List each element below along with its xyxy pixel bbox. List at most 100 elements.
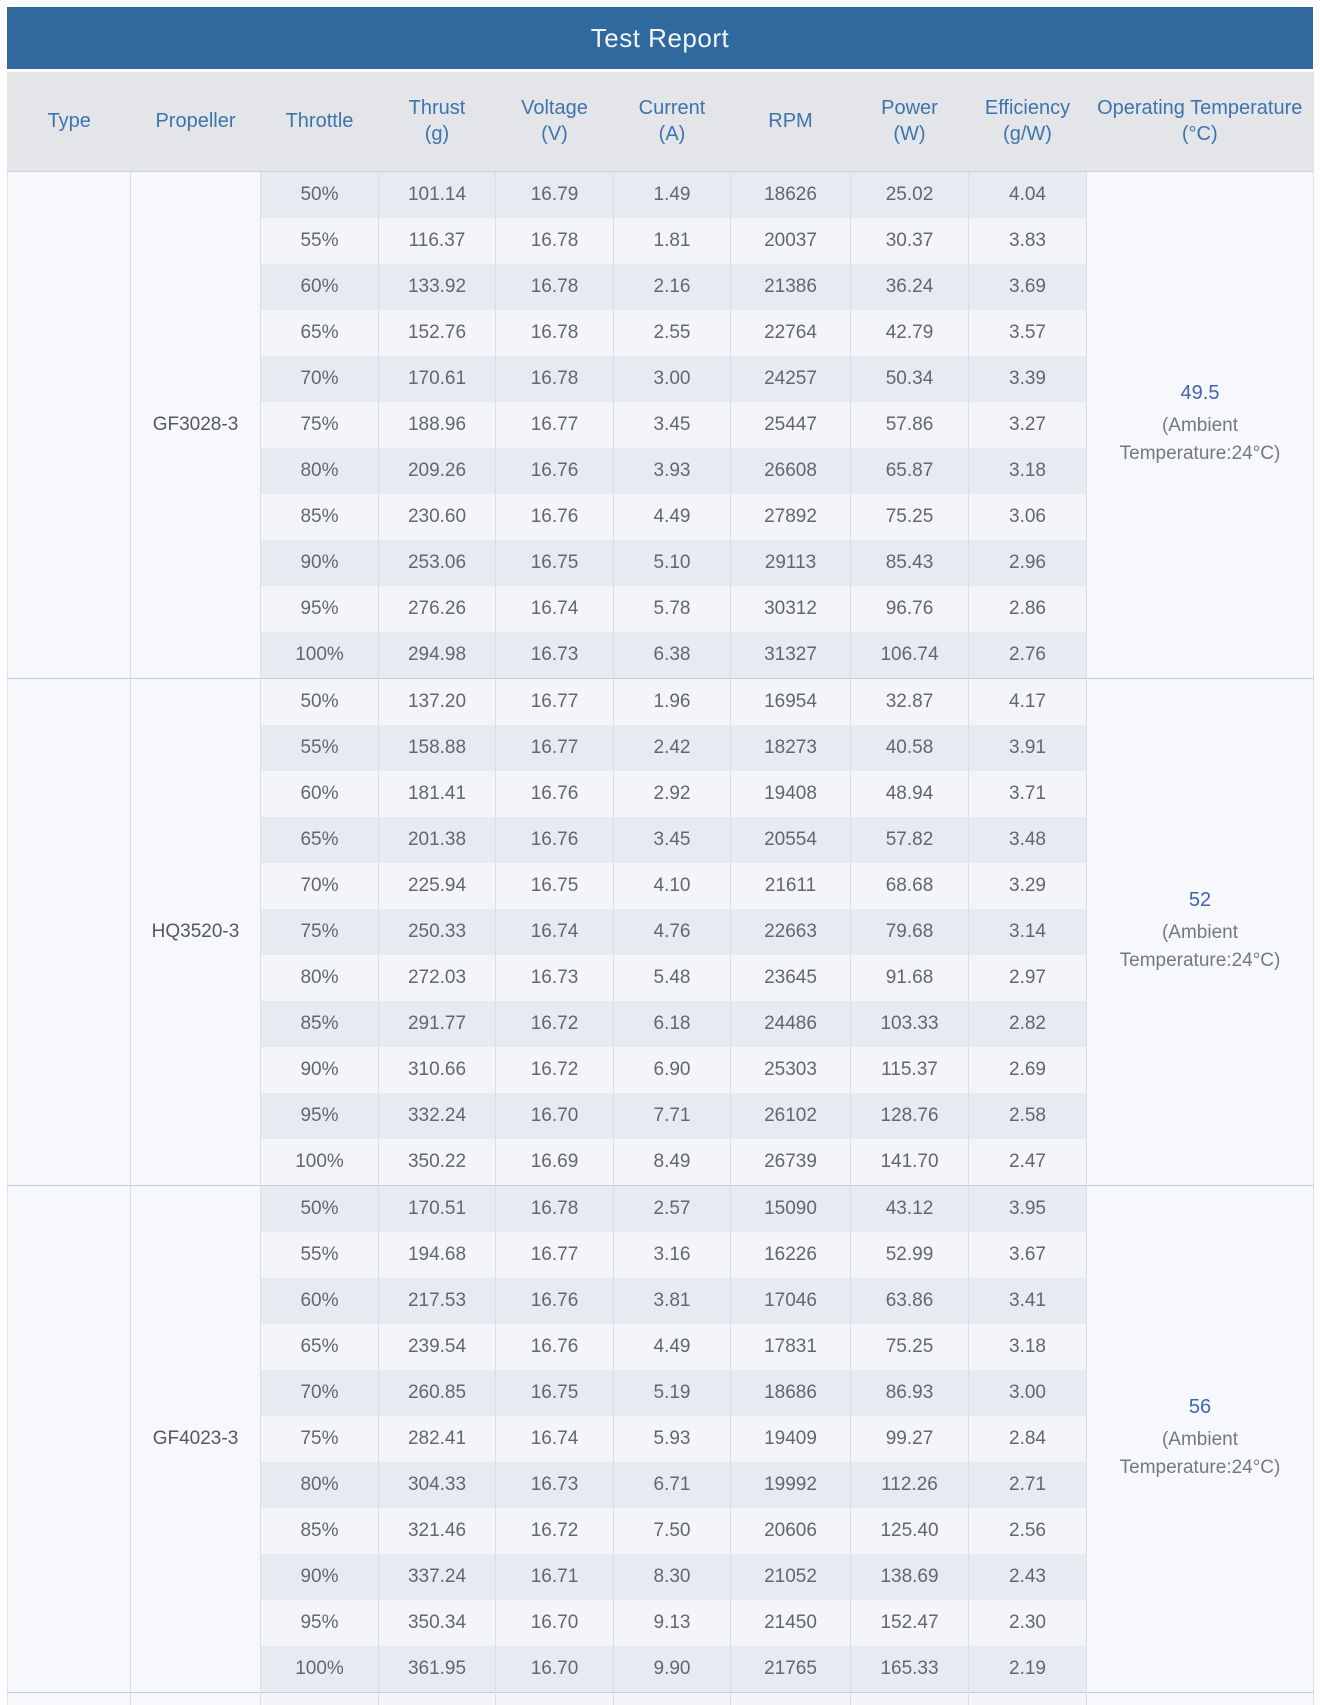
column-header-rpm: RPM bbox=[730, 72, 851, 172]
table-row: 75% 250.33 16.74 4.76 22663 79.68 3.14 bbox=[8, 909, 1314, 955]
rpm-cell: 26608 bbox=[730, 448, 851, 494]
power-cell: 50.34 bbox=[850, 356, 969, 402]
power-cell: 165.33 bbox=[850, 1646, 969, 1693]
power-cell: 141.70 bbox=[850, 1139, 969, 1186]
current-cell: 1.96 bbox=[613, 678, 731, 725]
throttle-cell: 75% bbox=[260, 402, 379, 448]
column-header-label: Type bbox=[47, 109, 91, 132]
thrust-cell: 337.24 bbox=[378, 1554, 496, 1600]
current-cell: 3.93 bbox=[613, 448, 731, 494]
column-header-unit: (g/W) bbox=[1003, 122, 1052, 145]
table-row: 80% 304.33 16.73 6.71 19992 112.26 2.71 bbox=[8, 1462, 1314, 1508]
voltage-cell: 16.76 bbox=[495, 771, 614, 817]
rpm-cell: 18686 bbox=[730, 1370, 851, 1416]
operating-temperature-cell: 56 (Ambient Temperature:24°C) bbox=[1086, 1185, 1314, 1693]
thrust-cell: 250.33 bbox=[378, 909, 496, 955]
power-cell: 68.68 bbox=[850, 863, 969, 909]
rpm-cell: 19992 bbox=[730, 1462, 851, 1508]
efficiency-cell: 3.29 bbox=[968, 863, 1087, 909]
rpm-cell: 25447 bbox=[730, 402, 851, 448]
voltage-cell: 16.70 bbox=[495, 1600, 614, 1646]
column-header-unit: (°C) bbox=[1181, 122, 1218, 145]
thrust-cell: 181.41 bbox=[378, 771, 496, 817]
throttle-cell: 55% bbox=[260, 218, 379, 264]
current-cell: 5.10 bbox=[613, 540, 731, 586]
power-cell: 40.58 bbox=[850, 725, 969, 771]
voltage-cell: 16.77 bbox=[495, 725, 614, 771]
table-row: 65% 239.54 16.76 4.49 17831 75.25 3.18 bbox=[8, 1324, 1314, 1370]
efficiency-cell: 3.18 bbox=[968, 448, 1087, 494]
column-header-propeller: Propeller bbox=[130, 72, 261, 172]
rpm-cell: 29113 bbox=[730, 540, 851, 586]
power-cell: 57.86 bbox=[850, 402, 969, 448]
efficiency-cell: 2.19 bbox=[968, 1646, 1087, 1693]
current-cell: 3.45 bbox=[613, 402, 731, 448]
throttle-cell: 80% bbox=[260, 1462, 379, 1508]
throttle-cell: 100% bbox=[260, 1646, 379, 1693]
table-row: HQ3520-3 50% 137.20 16.77 1.96 16954 32.87 4.17… bbox=[7, 678, 1314, 1186]
current-cell: 4.49 bbox=[613, 494, 731, 540]
current-cell: 2.55 bbox=[613, 310, 731, 356]
voltage-cell: 16.73 bbox=[495, 1462, 614, 1508]
efficiency-cell: 3.69 bbox=[968, 264, 1087, 310]
operating-temperature-value: 52 bbox=[1188, 888, 1212, 911]
efficiency-cell: 3.91 bbox=[968, 725, 1087, 771]
table-row: 90% 337.24 16.71 8.30 21052 138.69 2.43 bbox=[8, 1554, 1314, 1600]
current-cell: 2.42 bbox=[613, 725, 731, 771]
current-cell: 6.71 bbox=[613, 1462, 731, 1508]
power-cell: 112.26 bbox=[850, 1462, 969, 1508]
efficiency-cell: 3.39 bbox=[968, 356, 1087, 402]
table-row: 85% 230.60 16.76 4.49 27892 75.25 3.06 bbox=[8, 494, 1314, 540]
power-cell bbox=[850, 1692, 969, 1705]
header-row: Type Propeller Throttle Thrust (g) Voltage (V)… bbox=[7, 72, 1314, 172]
voltage-cell: 16.74 bbox=[495, 586, 614, 632]
rpm-cell: 25303 bbox=[730, 1047, 851, 1093]
propeller-cell: GF4023-3 bbox=[130, 1185, 261, 1693]
power-cell: 75.25 bbox=[850, 494, 969, 540]
column-header-operating-temperature: Operating Temperature (°C) bbox=[1086, 72, 1314, 172]
throttle-cell: 95% bbox=[260, 1093, 379, 1139]
ambient-temperature-note: (Ambient Temperature:24°C) bbox=[1119, 1428, 1281, 1479]
column-header-label: Thrust bbox=[408, 96, 466, 119]
voltage-cell: 16.70 bbox=[495, 1093, 614, 1139]
current-cell: 4.49 bbox=[613, 1324, 731, 1370]
rpm-cell: 21450 bbox=[730, 1600, 851, 1646]
column-header-type: Type bbox=[7, 72, 131, 172]
column-header-unit: (W) bbox=[893, 122, 926, 145]
power-cell: 30.37 bbox=[850, 218, 969, 264]
efficiency-cell: 3.57 bbox=[968, 310, 1087, 356]
voltage-cell: 16.77 bbox=[495, 678, 614, 725]
power-cell: 32.87 bbox=[850, 678, 969, 725]
voltage-cell: 16.70 bbox=[495, 1646, 614, 1693]
report-title-bar: Test Report bbox=[7, 7, 1313, 69]
table-row: 60% 133.92 16.78 2.16 21386 36.24 3.69 bbox=[8, 264, 1314, 310]
voltage-cell: 16.78 bbox=[495, 310, 614, 356]
rpm-cell: 20037 bbox=[730, 218, 851, 264]
current-cell bbox=[613, 1692, 731, 1705]
table-row: 55% 116.37 16.78 1.81 20037 30.37 3.83 bbox=[8, 218, 1314, 264]
throttle-cell: 80% bbox=[260, 448, 379, 494]
column-header-label: Voltage bbox=[521, 96, 588, 119]
rpm-cell: 16226 bbox=[730, 1232, 851, 1278]
rpm-cell: 30312 bbox=[730, 586, 851, 632]
throttle-cell: 90% bbox=[260, 1047, 379, 1093]
thrust-cell: 209.26 bbox=[378, 448, 496, 494]
throttle-cell: 70% bbox=[260, 1370, 379, 1416]
table-row: 65% 152.76 16.78 2.55 22764 42.79 3.57 bbox=[8, 310, 1314, 356]
rpm-cell bbox=[730, 1692, 851, 1705]
power-cell: 75.25 bbox=[850, 1324, 969, 1370]
thrust-cell: 194.68 bbox=[378, 1232, 496, 1278]
rpm-cell: 22663 bbox=[730, 909, 851, 955]
power-cell: 115.37 bbox=[850, 1047, 969, 1093]
throttle-cell: 75% bbox=[260, 1416, 379, 1462]
column-header-throttle: Throttle bbox=[260, 72, 379, 172]
efficiency-cell: 3.83 bbox=[968, 218, 1087, 264]
rpm-cell: 20554 bbox=[730, 817, 851, 863]
current-cell: 4.76 bbox=[613, 909, 731, 955]
rpm-cell: 21052 bbox=[730, 1554, 851, 1600]
type-cell bbox=[7, 1185, 131, 1693]
voltage-cell: 16.73 bbox=[495, 632, 614, 679]
propeller-cell bbox=[130, 1692, 261, 1705]
thrust-cell: 310.66 bbox=[378, 1047, 496, 1093]
thrust-cell: 201.38 bbox=[378, 817, 496, 863]
